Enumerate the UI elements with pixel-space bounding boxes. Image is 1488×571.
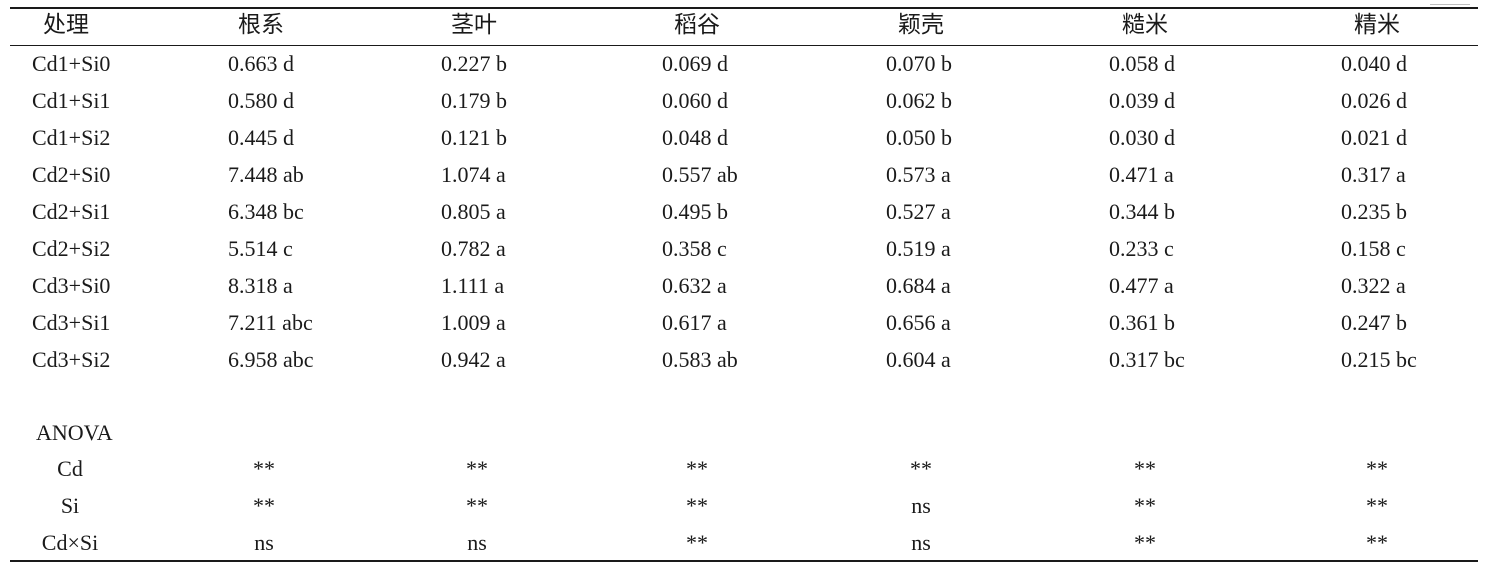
row-treatment-label: Cd3+Si2 [32, 347, 111, 372]
table-cell: 0.445 d [228, 125, 294, 150]
anova-cell: ** [1134, 493, 1156, 518]
row-treatment-label: Cd2+Si0 [32, 162, 111, 187]
anova-cell: ns [911, 530, 931, 555]
table-cell: 0.573 a [886, 162, 951, 187]
table-cell: 0.040 d [1341, 51, 1407, 76]
table-cell: 7.448 ab [228, 162, 304, 187]
table-cell: 0.317 bc [1109, 347, 1185, 372]
table-cell: 0.361 b [1109, 310, 1175, 335]
table-cell: 7.211 abc [228, 310, 313, 335]
anova-cell: ** [686, 493, 708, 518]
table-cell: 1.111 a [441, 273, 505, 298]
anova-cell: ** [466, 493, 488, 518]
table-cell: 0.782 a [441, 236, 506, 261]
anova-factor-label: Cd [57, 456, 83, 481]
table-cell: 5.514 c [228, 236, 293, 261]
anova-label: ANOVA [36, 420, 113, 445]
table-cell: 0.557 ab [662, 162, 738, 187]
column-header: 精米 [1354, 12, 1400, 37]
anova-factor-label: Si [60, 493, 80, 518]
table-cell: 0.632 a [662, 273, 727, 298]
row-treatment-label: Cd3+Si0 [32, 273, 111, 298]
table-cell: 0.942 a [441, 347, 506, 372]
table-cell: 0.235 b [1341, 199, 1407, 224]
table-cell: 6.348 bc [228, 199, 304, 224]
table-cell: 6.958 abc [228, 347, 314, 372]
table-cell: 0.048 d [662, 125, 728, 150]
row-treatment-label: Cd1+Si1 [32, 88, 111, 113]
table-cell: 0.215 bc [1341, 347, 1417, 372]
column-header: 颖壳 [898, 12, 944, 37]
row-treatment-label: Cd2+Si1 [32, 199, 111, 224]
anova-cell: ** [1366, 456, 1388, 481]
table-cell: 0.039 d [1109, 88, 1175, 113]
column-header: 稻谷 [674, 12, 720, 37]
table-cell: 0.663 d [228, 51, 294, 76]
table-cell: 0.058 d [1109, 51, 1175, 76]
table-cell: 0.495 b [662, 199, 728, 224]
table-cell: 0.062 b [886, 88, 952, 113]
table-cell: 1.074 a [441, 162, 506, 187]
table-cell: 0.158 c [1341, 236, 1406, 261]
table-cell: 0.604 a [886, 347, 951, 372]
table-cell: 0.069 d [662, 51, 728, 76]
table-cell: 0.179 b [441, 88, 507, 113]
table-header-rule [10, 45, 1478, 46]
table-cell: 0.060 d [662, 88, 728, 113]
table-cell: 0.030 d [1109, 125, 1175, 150]
table-cell: 0.617 a [662, 310, 727, 335]
anova-cell: ns [254, 530, 274, 555]
anova-cell: ** [910, 456, 932, 481]
table-top-rule [10, 7, 1478, 9]
table-cell: 0.322 a [1341, 273, 1406, 298]
table-cell: 0.233 c [1109, 236, 1174, 261]
table-cell: 0.471 a [1109, 162, 1174, 187]
anova-cell: ** [1134, 456, 1156, 481]
table-cell: 0.656 a [886, 310, 951, 335]
column-header: 糙米 [1122, 12, 1168, 37]
anova-cell: ** [1134, 530, 1156, 555]
table-cell: 0.070 b [886, 51, 952, 76]
table-cell: 0.344 b [1109, 199, 1175, 224]
table-cell: 0.050 b [886, 125, 952, 150]
column-header: 处理 [43, 12, 89, 37]
row-treatment-label: Cd2+Si2 [32, 236, 111, 261]
table-cell: 8.318 a [228, 273, 293, 298]
table-cell: 0.684 a [886, 273, 951, 298]
table-cell: 0.477 a [1109, 273, 1174, 298]
anova-cell: ns [911, 493, 931, 518]
row-treatment-label: Cd1+Si2 [32, 125, 111, 150]
table-bottom-rule [10, 560, 1478, 562]
anova-cell: ** [1366, 493, 1388, 518]
row-treatment-label: Cd1+Si0 [32, 51, 111, 76]
corner-mark [1430, 0, 1470, 5]
column-header: 茎叶 [451, 12, 497, 37]
table-cell: 0.805 a [441, 199, 506, 224]
anova-cell: ** [253, 456, 275, 481]
column-header: 根系 [238, 12, 284, 37]
table-cell: 0.021 d [1341, 125, 1407, 150]
anova-cell: ns [467, 530, 487, 555]
table-cell: 0.358 c [662, 236, 727, 261]
row-treatment-label: Cd3+Si1 [32, 310, 111, 335]
anova-cell: ** [1366, 530, 1388, 555]
table-cell: 0.121 b [441, 125, 507, 150]
anova-cell: ** [466, 456, 488, 481]
table-cell: 0.527 a [886, 199, 951, 224]
anova-cell: ** [686, 530, 708, 555]
table-cell: 1.009 a [441, 310, 506, 335]
table-cell: 0.317 a [1341, 162, 1406, 187]
table-cell: 0.519 a [886, 236, 951, 261]
table-cell: 0.227 b [441, 51, 507, 76]
anova-factor-label: Cd×Si [41, 530, 99, 555]
table-cell: 0.026 d [1341, 88, 1407, 113]
anova-cell: ** [253, 493, 275, 518]
table-cell: 0.580 d [228, 88, 294, 113]
table-cell: 0.583 ab [662, 347, 738, 372]
table-cell: 0.247 b [1341, 310, 1407, 335]
anova-cell: ** [686, 456, 708, 481]
